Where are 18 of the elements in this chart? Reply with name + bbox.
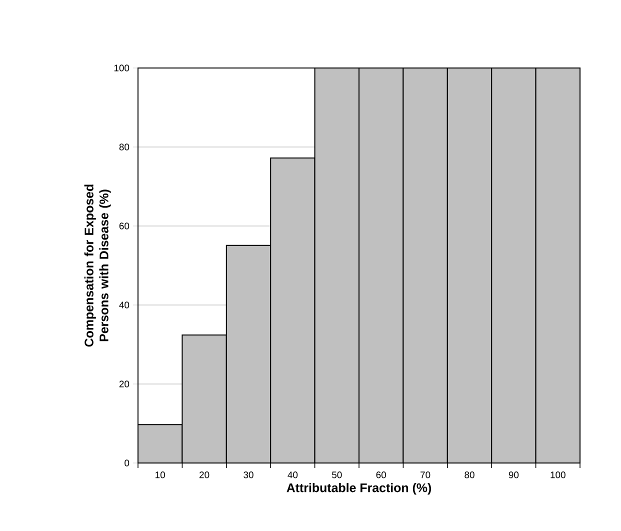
x-tick-label: 60: [376, 472, 386, 478]
x-tick-label: 10: [156, 472, 165, 478]
y-tick-label: 40: [119, 302, 130, 308]
x-tick-label: 40: [288, 472, 298, 478]
x-axis-title: Attributable Fraction (%): [286, 483, 432, 495]
y-tick-label: 0: [124, 460, 130, 466]
x-tick-label: 90: [508, 472, 519, 478]
y-tick-label: 60: [119, 222, 130, 230]
x-tick-label: 30: [244, 472, 254, 478]
x-tick-label: 100: [550, 472, 566, 478]
x-tick-label: 70: [420, 472, 430, 478]
y-axis-title: Compensation for Exposed Persons with Disease (%): [84, 184, 111, 347]
y-tick-label: 20: [119, 380, 130, 388]
x-tick-label: 20: [200, 472, 210, 478]
y-tick-label: 80: [119, 144, 130, 150]
x-tick-label: 50: [332, 472, 342, 478]
x-tick-label: 80: [464, 472, 474, 478]
y-tick-label: 100: [114, 64, 130, 72]
